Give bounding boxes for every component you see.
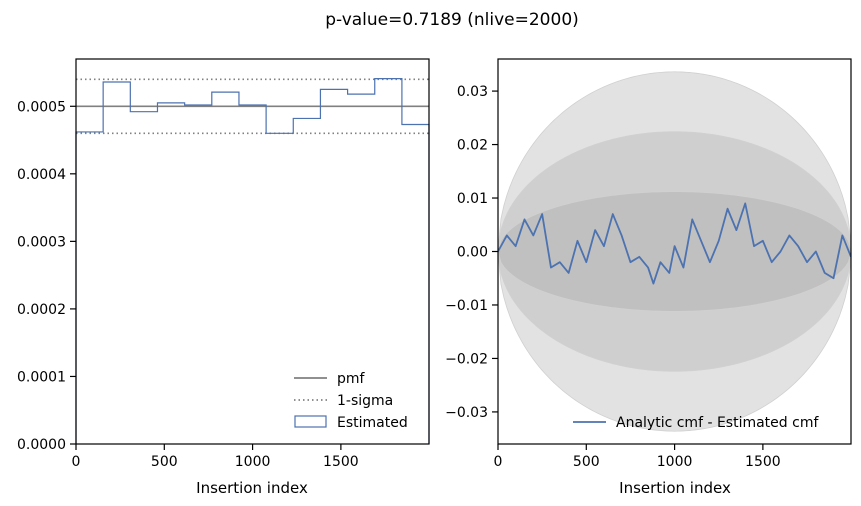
cmf-y-tick-label: −0.03 [445,405,488,421]
pmf-y-tick-label: 0.0003 [17,234,66,250]
cmf-chart: 0 500 1000 1500 −0.03 −0.02 −0.01 0.00 0.01 0.02… [445,58,852,497]
cmf-x-tick-label: 0 [494,454,503,470]
pmf-axes-frame [75,58,430,445]
pmf-y-tick-label: 0.0002 [17,302,66,318]
pmf-y-tick-label: 0.0005 [17,99,66,115]
pmf-y-tick-label: 0.0001 [17,369,66,385]
cmf-y-tick-label: −0.02 [445,351,488,367]
cmf-y-tick-label: 0.03 [457,84,488,100]
pmf-y-ticks: 0.0000 0.0001 0.0002 0.0003 0.0004 0.0005 [17,99,76,453]
pmf-x-ticks: 0 500 1000 1500 [72,444,359,470]
cmf-x-axis-label: Insertion index [619,479,731,497]
pmf-plot-area [75,77,430,444]
pmf-y-tick-label: 0.0004 [17,167,66,183]
pmf-chart: 0 500 1000 1500 0.00000.00010.00020.00030.0… [17,58,430,497]
pmf-x-tick-label: 1000 [235,454,271,470]
pmf-y-tick-label: 0.0000 [17,437,66,453]
figure-title: p-value=0.7189 (nlive=2000) [325,10,579,30]
cmf-y-tick-label: 0.00 [457,245,488,261]
pmf-legend: pmf 1-sigma Estimated [294,371,408,431]
legend-estimated-swatch [294,415,327,428]
pmf-x-axis-label: Insertion index [196,479,308,497]
cmf-y-tick-label: −0.01 [445,298,488,314]
cmf-x-tick-label: 500 [573,454,600,470]
cmf-difference-line [498,202,851,285]
sigma-band-1 [498,191,851,312]
pmf-x-tick-label: 0 [72,454,81,470]
cmf-x-ticks: 0 500 1000 1500 [494,444,781,470]
cmf-sigma-bands [498,71,851,432]
cmf-y-tick-label: 0.02 [457,138,488,154]
pmf-x-tick-label: 1500 [323,454,359,470]
pmf-x-tick-label: 500 [151,454,178,470]
cmf-y-ticks: −0.03 −0.02 −0.01 0.00 0.01 0.02 0.03 [445,84,498,421]
cmf-y-tick-label: 0.01 [457,191,488,207]
legend-pmf-label: pmf [337,371,366,387]
cmf-plot-area [498,202,851,285]
legend-cmf-diff-label: Analytic cmf - Estimated cmf [616,415,819,431]
cmf-legend: Analytic cmf - Estimated cmf [573,415,819,431]
estimated-step-histogram [75,77,430,444]
legend-sigma-label: 1-sigma [337,393,393,409]
cmf-x-tick-label: 1500 [745,454,781,470]
cmf-x-tick-label: 1000 [657,454,693,470]
legend-estimated-label: Estimated [337,415,408,431]
